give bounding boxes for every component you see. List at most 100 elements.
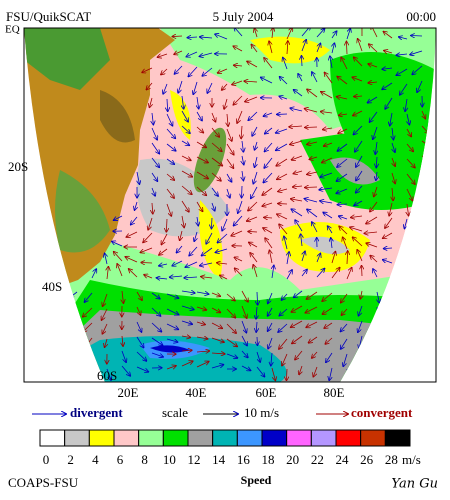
wind-arrow	[126, 231, 138, 237]
wind-arrow	[364, 232, 378, 233]
wind-arrow	[339, 216, 348, 219]
wind-arrow	[268, 337, 273, 349]
wind-arrow	[304, 199, 318, 203]
wind-arrow	[256, 366, 265, 377]
wind-arrow	[339, 114, 348, 115]
colorbar-tick-label: 4	[92, 452, 99, 467]
wind-arrow	[406, 143, 413, 151]
wind-arrow	[346, 29, 350, 40]
wind-arrow	[353, 110, 363, 116]
wind-arrow	[283, 58, 288, 70]
wind-arrow	[371, 28, 378, 38]
wind-arrow	[161, 233, 168, 245]
wind-arrow	[196, 156, 208, 163]
wind-arrow	[370, 201, 378, 212]
wind-arrow	[262, 202, 273, 206]
wind-arrow	[340, 323, 348, 332]
wind-arrow	[250, 253, 258, 263]
wind-arrow	[181, 361, 193, 367]
wind-arrow	[105, 253, 107, 265]
wind-arrow	[305, 306, 318, 313]
wind-arrow	[197, 216, 198, 226]
wind-arrow	[211, 293, 220, 296]
wind-arrow	[354, 200, 363, 206]
wind-arrow	[151, 142, 159, 154]
wind-arrow	[282, 353, 288, 366]
wind-arrow	[326, 352, 333, 362]
wind-arrow	[181, 336, 190, 337]
wind-arrow	[181, 140, 189, 145]
wind-arrow	[134, 201, 137, 210]
wind-arrow	[284, 236, 288, 250]
wind-arrow	[390, 112, 392, 126]
wind-arrow	[374, 186, 378, 197]
wind-arrow	[217, 263, 228, 264]
wind-arrow	[366, 216, 378, 224]
wind-arrow	[373, 126, 378, 139]
wind-arrow	[407, 113, 409, 125]
wind-arrow	[196, 171, 208, 179]
wind-arrow	[323, 128, 333, 130]
wind-zone	[150, 345, 190, 353]
wind-arrow	[276, 158, 288, 166]
wind-arrow	[382, 82, 393, 89]
colorbar-swatch	[212, 429, 238, 447]
wind-arrow	[206, 232, 213, 244]
wind-arrow	[336, 188, 348, 193]
wind-arrow	[196, 126, 203, 133]
wind-arrow	[142, 67, 153, 72]
colorbar-tick-label: 10	[163, 452, 176, 467]
wind-arrow	[143, 232, 153, 242]
wind-arrow	[271, 367, 275, 380]
wind-arrow	[166, 308, 179, 315]
wind-arrow	[272, 265, 274, 279]
wind-arrow	[140, 247, 153, 252]
wind-arrow	[247, 216, 258, 221]
colorbar-tick-label: 0	[43, 452, 50, 467]
wind-arrow	[298, 74, 303, 82]
wind-arrow	[180, 230, 182, 240]
wind-arrow	[251, 186, 258, 198]
wind-arrow	[176, 245, 183, 253]
wind-arrow	[271, 352, 272, 366]
wind-arrow	[186, 51, 198, 57]
wind-arrow	[211, 187, 218, 196]
wind-arrow	[152, 187, 155, 196]
wind-arrow	[384, 248, 393, 249]
wind-arrow	[226, 293, 235, 301]
colorbar-swatch	[360, 429, 386, 447]
wind-arrow	[251, 44, 258, 53]
colorbar-swatch	[261, 429, 288, 447]
colorbar-swatch	[39, 429, 66, 447]
wind-arrow	[211, 307, 220, 312]
wind-arrow	[293, 186, 303, 187]
wind-arrow	[422, 110, 425, 119]
wind-arrow	[357, 250, 363, 262]
wind-arrow	[281, 293, 288, 300]
wind-arrow	[383, 232, 393, 238]
colorbar-swatch	[187, 429, 214, 447]
wind-arrow	[144, 275, 153, 278]
wind-arrow	[166, 203, 171, 216]
wind-arrow	[241, 320, 246, 333]
wind-arrow	[319, 188, 333, 190]
wind-arrow	[325, 337, 333, 344]
wind-arrow	[312, 351, 318, 358]
wind-arrow	[279, 308, 288, 316]
colorbar-tick-label: 26	[360, 452, 374, 467]
wind-arrow	[227, 113, 228, 126]
legend-convergent: convergent	[351, 405, 413, 420]
wind-arrow	[352, 77, 363, 82]
wind-arrow	[248, 231, 258, 232]
colorbar-tick-label: 12	[188, 452, 201, 467]
wind-zone	[330, 157, 380, 185]
wind-arrow	[350, 227, 363, 232]
wind-arrow	[241, 365, 251, 371]
footer-left: COAPS-FSU	[8, 475, 79, 490]
wind-arrow	[368, 82, 378, 83]
wind-arrow	[234, 257, 243, 262]
wind-zone	[300, 236, 350, 255]
wind-arrow	[245, 96, 258, 102]
wind-arrow	[217, 233, 228, 243]
time-label: 00:00	[406, 9, 436, 24]
